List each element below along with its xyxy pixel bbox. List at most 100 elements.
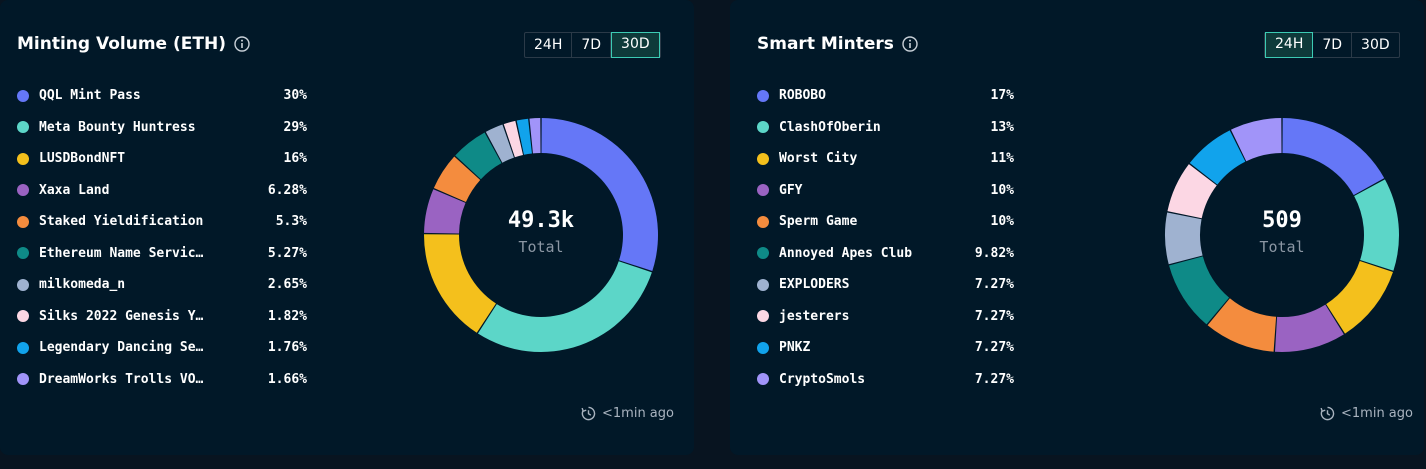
donut-total-label: Total (1259, 238, 1305, 256)
timeframe-7d-button[interactable]: 7D (572, 33, 612, 57)
donut-slice-xaxa-land[interactable] (424, 189, 466, 234)
donut-slice-pnkz[interactable] (1189, 130, 1246, 185)
legend-percent: 5.27% (267, 245, 307, 261)
legend-item-exploders[interactable]: EXPLODERS 7.27% (757, 269, 1014, 301)
legend-percent: 9.82% (974, 245, 1014, 261)
donut-slice-milkomeda-n[interactable] (485, 124, 514, 163)
timeframe-7d-button[interactable]: 7D (1313, 33, 1353, 57)
donut-slice-clashofoberin[interactable] (1354, 179, 1399, 271)
donut-slice-meta-bounty-huntress[interactable] (477, 261, 652, 352)
donut-slice-robobo[interactable] (1282, 118, 1385, 196)
legend-color-dot (757, 278, 769, 291)
legend-item-staked-yieldification[interactable]: Staked Yieldification 5.3% (17, 206, 307, 238)
legend-percent: 7.27% (974, 308, 1014, 324)
timeframe-selector: 24H 7D 30D (1264, 32, 1400, 58)
panel-title: Minting Volume (ETH) (17, 34, 250, 54)
legend-item-milkomeda-n[interactable]: milkomeda_n 2.65% (17, 269, 307, 301)
legend-item-sperm-game[interactable]: Sperm Game 10% (757, 206, 1014, 238)
legend-item-xaxa-land[interactable]: Xaxa Land 6.28% (17, 175, 307, 207)
donut-chart (424, 118, 658, 352)
chart-legend: ROBOBO 17% ClashOfOberin 13% Worst City 11% GF… (757, 80, 1014, 395)
legend-label: LUSDBondNFT (39, 151, 126, 167)
legend-percent: 7.27% (974, 277, 1014, 293)
info-icon[interactable] (902, 36, 918, 52)
last-updated-text: <1min ago (1341, 406, 1413, 421)
timeframe-24h-button[interactable]: 24H (1265, 32, 1314, 58)
legend-item-gfy[interactable]: GFY 10% (757, 175, 1014, 207)
donut-slice-qql-mint-pass[interactable] (541, 118, 658, 272)
legend-percent: 2.65% (267, 277, 307, 293)
timeframe-30d-button[interactable]: 30D (611, 32, 660, 58)
legend-label: Legendary Dancing Se… (39, 340, 204, 356)
legend-color-dot (17, 278, 29, 291)
legend-percent: 1.66% (267, 371, 307, 387)
legend-label: Annoyed Apes Club (779, 245, 913, 261)
donut-slice-staked-yieldification[interactable] (433, 156, 481, 203)
legend-percent: 1.76% (267, 340, 307, 356)
legend-color-dot (17, 89, 29, 102)
legend-label: QQL Mint Pass (39, 88, 141, 104)
legend-color-dot (757, 341, 769, 354)
legend-percent: 11% (990, 151, 1014, 167)
legend-color-dot (757, 184, 769, 197)
minting-volume-panel: Minting Volume (ETH) 24H 7D 30D QQL Mint… (0, 0, 694, 455)
panel-title-text: Smart Minters (757, 34, 894, 54)
legend-item-clashofoberin[interactable]: ClashOfOberin 13% (757, 112, 1014, 144)
legend-label: Ethereum Name Servic… (39, 245, 204, 261)
legend-item-annoyed-apes-club[interactable]: Annoyed Apes Club 9.82% (757, 238, 1014, 270)
legend-item-ethereum-name-servic[interactable]: Ethereum Name Servic… 5.27% (17, 238, 307, 270)
legend-color-dot (757, 215, 769, 228)
donut-slice-exploders[interactable] (1165, 212, 1203, 265)
legend-item-dreamworks-trolls-vo[interactable]: DreamWorks Trolls VO… 1.66% (17, 364, 307, 396)
legend-percent: 10% (990, 182, 1014, 198)
legend-color-dot (17, 184, 29, 197)
timeframe-selector: 24H 7D 30D (524, 32, 661, 58)
legend-item-worst-city[interactable]: Worst City 11% (757, 143, 1014, 175)
donut-slice-ethereum-name-servic[interactable] (455, 132, 502, 180)
legend-item-legendary-dancing-se[interactable]: Legendary Dancing Se… 1.76% (17, 332, 307, 364)
timeframe-30d-button[interactable]: 30D (1361, 37, 1390, 53)
legend-percent: 13% (990, 119, 1014, 135)
legend-color-dot (757, 247, 769, 260)
donut-slice-cryptosmols[interactable] (1230, 118, 1282, 162)
donut-slice-sperm-game[interactable] (1207, 298, 1277, 352)
last-updated: <1min ago (1320, 406, 1413, 421)
legend-color-dot (757, 373, 769, 386)
legend-color-dot (17, 152, 29, 165)
legend-item-lusdbondnft[interactable]: LUSDBondNFT 16% (17, 143, 307, 175)
legend-item-pnkz[interactable]: PNKZ 7.27% (757, 332, 1014, 364)
legend-percent: 17% (990, 88, 1014, 104)
donut-chart (1165, 118, 1399, 352)
donut-slice-dreamworks-trolls-vo[interactable] (529, 118, 541, 154)
donut-slice-gfy[interactable] (1274, 304, 1344, 352)
donut-slice-silks-2022-genesis-y[interactable] (503, 120, 523, 158)
timeframe-24h-button[interactable]: 24H (525, 33, 573, 57)
legend-label: Sperm Game (779, 214, 858, 230)
donut-slice-lusdbondnft[interactable] (424, 234, 496, 333)
donut-slice-annoyed-apes-club[interactable] (1169, 256, 1230, 325)
legend-label: PNKZ (779, 340, 811, 356)
legend-item-robobo[interactable]: ROBOBO 17% (757, 80, 1014, 112)
legend-label: CryptoSmols (779, 371, 866, 387)
legend-label: Staked Yieldification (39, 214, 204, 230)
donut-slice-worst-city[interactable] (1326, 260, 1393, 334)
donut-slice-jesterers[interactable] (1167, 164, 1217, 219)
legend-label: Xaxa Land (39, 182, 110, 198)
legend-item-jesterers[interactable]: jesterers 7.27% (757, 301, 1014, 333)
legend-item-silks-2022-genesis-y[interactable]: Silks 2022 Genesis Y… 1.82% (17, 301, 307, 333)
legend-percent: 30% (283, 88, 307, 104)
last-updated: <1min ago (581, 406, 674, 421)
panel-title-text: Minting Volume (ETH) (17, 34, 226, 54)
chart-legend: QQL Mint Pass 30% Meta Bounty Huntress 29% L… (17, 80, 307, 395)
legend-label: ROBOBO (779, 88, 826, 104)
legend-percent: 29% (283, 119, 307, 135)
legend-item-meta-bounty-huntress[interactable]: Meta Bounty Huntress 29% (17, 112, 307, 144)
legend-percent: 10% (990, 214, 1014, 230)
legend-item-cryptosmols[interactable]: CryptoSmols 7.27% (757, 364, 1014, 396)
donut-slice-legendary-dancing-se[interactable] (516, 118, 532, 155)
legend-color-dot (757, 310, 769, 323)
donut-total-value: 49.3k (507, 208, 575, 233)
info-icon[interactable] (234, 36, 250, 52)
refresh-clock-icon (1320, 406, 1335, 421)
legend-item-qql-mint-pass[interactable]: QQL Mint Pass 30% (17, 80, 307, 112)
